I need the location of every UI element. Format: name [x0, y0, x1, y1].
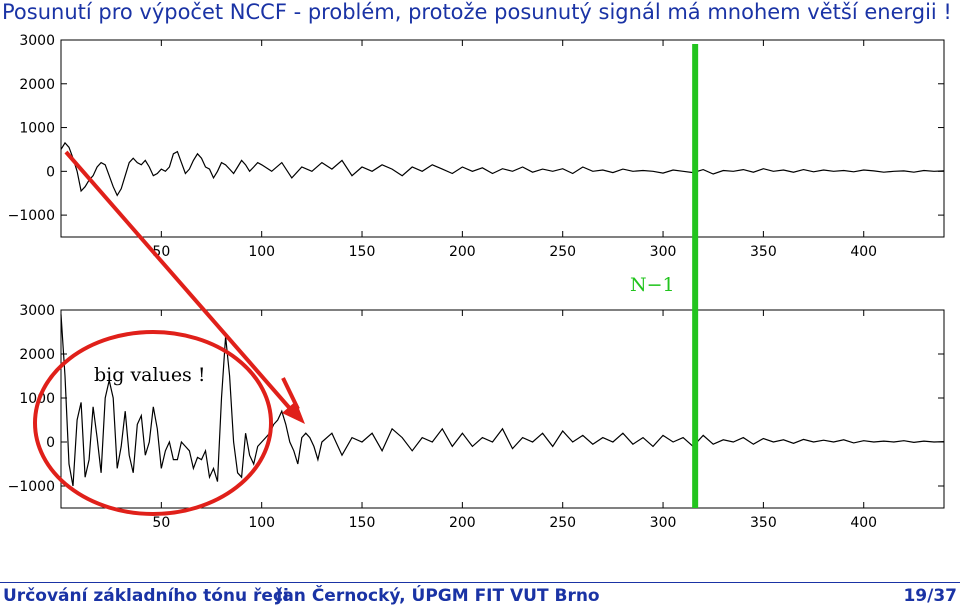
y-tick-label: 3000 — [19, 33, 55, 49]
y-tick-label: 3000 — [19, 303, 55, 319]
lag-label: N−1 — [630, 274, 675, 296]
x-tick-label: 350 — [750, 515, 777, 531]
footer-course-title: Určování základního tónu řeči — [3, 586, 289, 606]
y-tick-label: −1000 — [8, 479, 55, 495]
y-tick-label: 2000 — [19, 347, 55, 363]
y-tick-label: 2000 — [19, 77, 55, 93]
waveform-line — [60, 141, 945, 197]
x-tick-label: 400 — [850, 515, 877, 531]
x-tick-label: 150 — [349, 515, 376, 531]
circle-label: big values ! — [94, 364, 206, 386]
y-tick-label: 0 — [46, 435, 55, 451]
plot-frame — [60, 39, 945, 238]
arrow-short — [281, 377, 300, 410]
footer-author: Jan Černocký, ÚPGM FIT VUT Brno — [276, 586, 600, 606]
y-tick-label: −1000 — [8, 208, 55, 224]
x-tick-label: 400 — [850, 244, 877, 260]
x-tick-label: 300 — [650, 244, 677, 260]
x-tick-label: 50 — [152, 515, 170, 531]
y-tick-label: 0 — [46, 164, 55, 180]
highlight-circle — [33, 330, 273, 516]
x-tick-label: 250 — [549, 515, 576, 531]
x-tick-label: 200 — [449, 244, 476, 260]
x-tick-label: 100 — [248, 515, 275, 531]
x-tick-label: 150 — [349, 244, 376, 260]
arrow-long — [64, 150, 305, 424]
footer-page-number: 19/37 — [903, 586, 957, 606]
x-tick-label: 300 — [650, 515, 677, 531]
waveform-line — [60, 314, 945, 487]
x-tick-label: 250 — [549, 244, 576, 260]
slide-title: Posunutí pro výpočet NCCF - problém, pro… — [2, 0, 952, 24]
plot-frame — [60, 309, 945, 509]
x-tick-label: 350 — [750, 244, 777, 260]
x-tick-label: 200 — [449, 515, 476, 531]
footer-rule — [0, 582, 960, 583]
y-tick-label: 1000 — [19, 121, 55, 137]
x-tick-label: 100 — [248, 244, 275, 260]
